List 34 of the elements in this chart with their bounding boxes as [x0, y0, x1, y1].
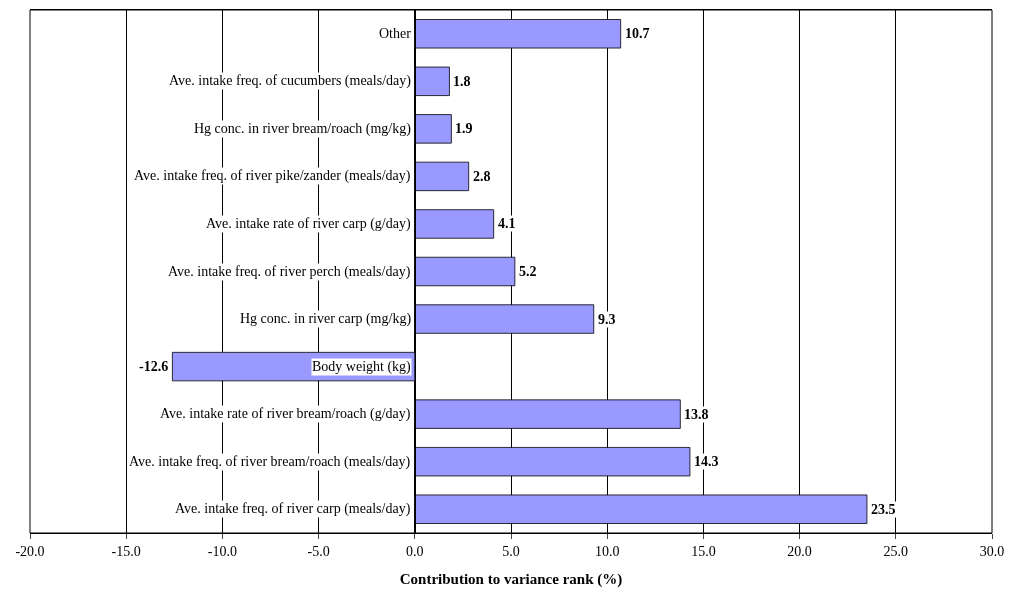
- data-label: 9.3: [598, 312, 616, 327]
- y-tick-label: Ave. intake freq. of river pike/zander (meals/day): [134, 168, 411, 184]
- y-tick-label: Ave. intake freq. of cucumbers (meals/day): [169, 73, 412, 89]
- x-tick-label: -5.0: [307, 543, 330, 559]
- x-tick-label: 20.0: [787, 543, 812, 559]
- y-tick-label: Ave. intake freq. of river bream/roach (meals/day): [129, 454, 411, 470]
- y-tick-label: Ave. intake freq. of river perch (meals/day): [168, 264, 411, 280]
- x-tick-label: 25.0: [883, 543, 909, 559]
- data-label: 4.1: [498, 216, 516, 231]
- data-label: 2.8: [473, 169, 491, 184]
- y-tick-label: Other: [379, 26, 412, 41]
- data-label: 10.7: [625, 26, 650, 41]
- x-tick-label: 15.0: [691, 543, 716, 559]
- y-tick-label: Hg conc. in river bream/roach (mg/kg): [194, 121, 412, 137]
- x-tick-label: 10.0: [594, 543, 620, 559]
- y-tick-label: Ave. intake rate of river bream/roach (g/day): [160, 406, 411, 422]
- x-axis-title: Contribution to variance rank (%): [399, 570, 623, 588]
- x-tick-label: -20.0: [15, 543, 45, 559]
- data-label: 1.8: [453, 74, 471, 89]
- y-tick-label: Hg conc. in river carp (mg/kg): [240, 311, 412, 327]
- y-tick-label: Ave. intake rate of river carp (g/day): [206, 216, 411, 232]
- data-label: 13.8: [684, 407, 709, 422]
- y-tick-label: Ave. intake freq. of river carp (meals/day): [175, 501, 411, 517]
- data-label: -12.6: [139, 359, 169, 374]
- x-tick-label: -10.0: [207, 543, 237, 559]
- data-label: 5.2: [519, 264, 537, 279]
- data-label: 1.9: [455, 121, 473, 136]
- x-tick-label: 0.0: [406, 543, 424, 559]
- x-tick-label: 5.0: [502, 543, 520, 559]
- data-label: 14.3: [694, 454, 719, 469]
- data-label: 23.5: [871, 502, 896, 517]
- x-tick-label: -15.0: [111, 543, 141, 559]
- y-tick-label: Body weight (kg): [312, 359, 412, 375]
- x-tick-label: 30.0: [979, 543, 1005, 559]
